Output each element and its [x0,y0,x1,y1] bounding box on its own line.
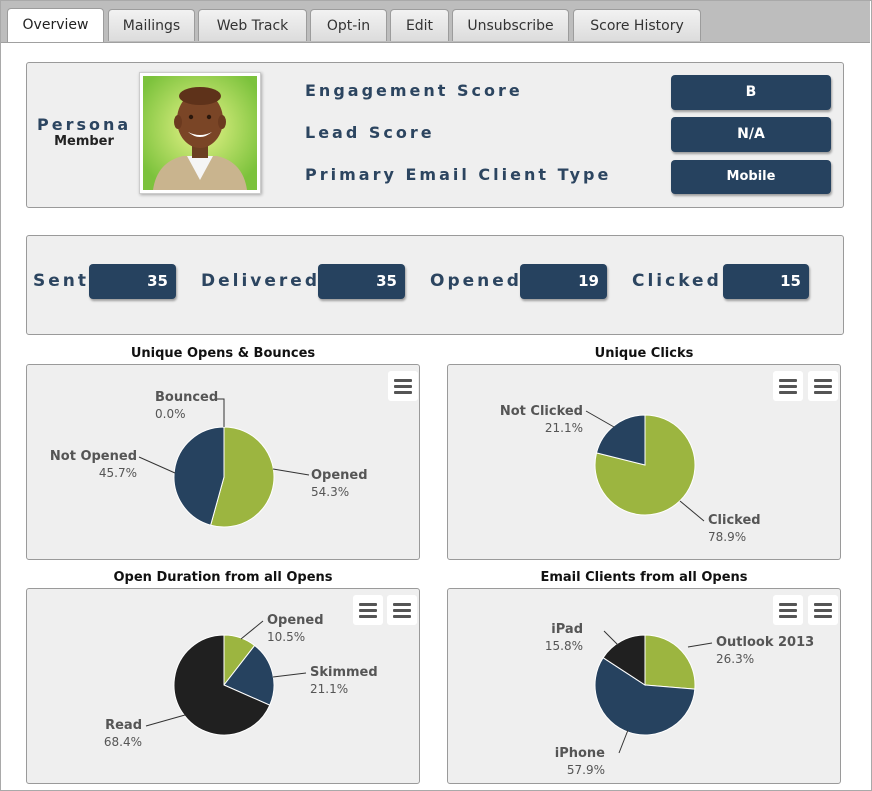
engagement-score-label: Engagement Score [305,81,523,100]
connector-line [618,729,629,754]
slice-label: Not Opened [50,449,137,464]
tab-overview[interactable]: Overview [7,8,104,42]
lead-score-value: N/A [671,117,831,152]
slice-label: Bounced [155,390,218,405]
slice-percent: 78.9% [708,530,746,544]
pie-slice-ipad[interactable] [602,634,646,686]
connector-line [240,620,264,640]
connector-line [679,500,705,522]
slice-label: iPad [551,622,583,637]
pie-slice-clicked[interactable] [594,414,696,516]
chart-menu-button[interactable] [808,595,838,625]
slice-percent: 26.3% [716,652,754,666]
opened-label: Opened [430,271,522,291]
pie-chart-unique-clicks: Clicked 78.9% Not Clicked 21.1% [500,404,761,544]
pie-slice-read[interactable] [173,634,271,736]
slice-percent: 21.1% [310,682,348,696]
avatar-image [143,76,257,190]
clicked-label: Clicked [632,271,722,291]
chart-panel-open-duration: Opened 10.5% Skimmed 21.1% Read 68.4% [26,588,420,784]
connector-line [687,642,713,648]
sent-count: 35 [89,264,176,299]
email-client-type-value: Mobile [671,160,831,194]
chart-panel-unique-clicks: Clicked 78.9% Not Clicked 21.1% [447,364,841,560]
email-client-type-label: Primary Email Client Type [305,165,612,184]
connector-line [585,410,615,428]
chart-panel-email-clients: Outlook 2013 26.3% iPhone 57.9% iPad 15.8% [447,588,841,784]
chart-menu-button[interactable] [773,595,803,625]
tab-opt-in[interactable]: Opt-in [310,9,387,41]
chart-title-email-clients: Email Clients from all Opens [540,570,748,585]
slice-label: Skimmed [310,665,378,680]
tab-web-track[interactable]: Web Track [198,9,307,41]
sent-label: Sent [33,271,90,291]
connector-line [272,468,310,476]
pie-slice-outlook-2013[interactable] [644,634,696,690]
chart-title-open-duration: Open Duration from all Opens [113,570,333,585]
slice-percent: 0.0% [155,407,186,421]
avatar [139,72,261,194]
chart-panel-opens-bounces: Opened 54.3% Not Opened 45.7% Bounced 0.0% [26,364,420,560]
engagement-score-value: B [671,75,831,110]
delivered-label: Delivered [201,271,320,291]
connector-line [603,630,619,646]
pie-chart-open-duration: Opened 10.5% Skimmed 21.1% Read 68.4% [104,613,378,749]
connector-line [215,398,225,427]
slice-percent: 45.7% [99,466,137,480]
clicked-count: 15 [723,264,809,299]
delivered-count: 35 [318,264,405,299]
slice-percent: 68.4% [104,735,142,749]
slice-percent: 21.1% [545,421,583,435]
connector-line [138,456,176,474]
connector-line [145,714,186,727]
pie-slice-not-clicked[interactable] [595,414,646,466]
persona-value: Member [54,134,114,149]
tab-score-history[interactable]: Score History [573,9,701,41]
connector-line [272,672,307,678]
profile-panel: Persona Member Engagement Score Lead Sco… [26,62,844,208]
slice-percent: 15.8% [545,639,583,653]
lead-score-label: Lead Score [305,123,435,142]
chart-menu-button[interactable] [773,371,803,401]
slice-label: Not Clicked [500,404,583,419]
slice-label: Read [105,718,142,733]
slice-percent: 10.5% [267,630,305,644]
opened-count: 19 [520,264,607,299]
pie-chart-email-clients: Outlook 2013 26.3% iPhone 57.9% iPad 15.8% [545,622,814,777]
slice-percent: 54.3% [311,485,349,499]
chart-menu-button[interactable] [388,371,418,401]
tab-mailings[interactable]: Mailings [108,9,195,41]
chart-menu-button[interactable] [387,595,417,625]
persona-label: Persona [37,115,132,134]
chart-title-unique-clicks: Unique Clicks [594,346,694,361]
chart-menu-button[interactable] [808,371,838,401]
stats-panel: Sent 35 Delivered 35 Opened 19 Clicked 1… [26,235,844,335]
pie-slice-iphone[interactable] [594,656,696,736]
tab-bar: Overview Mailings Web Track Opt-in Edit … [1,1,870,43]
chart-menu-button[interactable] [353,595,383,625]
pie-chart-opens-bounces: Opened 54.3% Not Opened 45.7% Bounced 0.0% [50,390,368,528]
pie-slice-not-opened[interactable] [173,426,225,526]
slice-label: Clicked [708,513,761,528]
slice-label: Opened [267,613,324,628]
slice-label: iPhone [555,746,605,761]
tab-edit[interactable]: Edit [390,9,449,41]
chart-title-opens-bounces: Unique Opens & Bounces [130,346,316,361]
slice-label: Opened [311,468,368,483]
pie-slice-opened[interactable] [210,426,275,528]
slice-percent: 57.9% [567,763,605,777]
tab-unsubscribe[interactable]: Unsubscribe [452,9,569,41]
slice-label: Outlook 2013 [716,635,814,650]
persona-block: Persona Member [37,115,131,149]
